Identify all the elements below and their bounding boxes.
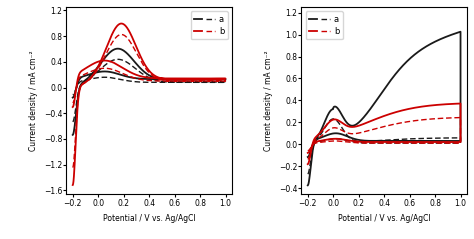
Legend: a, b: a, b [306,11,343,39]
X-axis label: Potential / V vs. Ag/AgCl: Potential / V vs. Ag/AgCl [338,214,430,223]
Y-axis label: Current density / mA cm⁻²: Current density / mA cm⁻² [264,50,273,151]
Legend: a, b: a, b [191,11,228,39]
X-axis label: Potential / V vs. Ag/AgCl: Potential / V vs. Ag/AgCl [103,214,195,223]
Y-axis label: Current density / mA cm⁻²: Current density / mA cm⁻² [29,50,38,151]
